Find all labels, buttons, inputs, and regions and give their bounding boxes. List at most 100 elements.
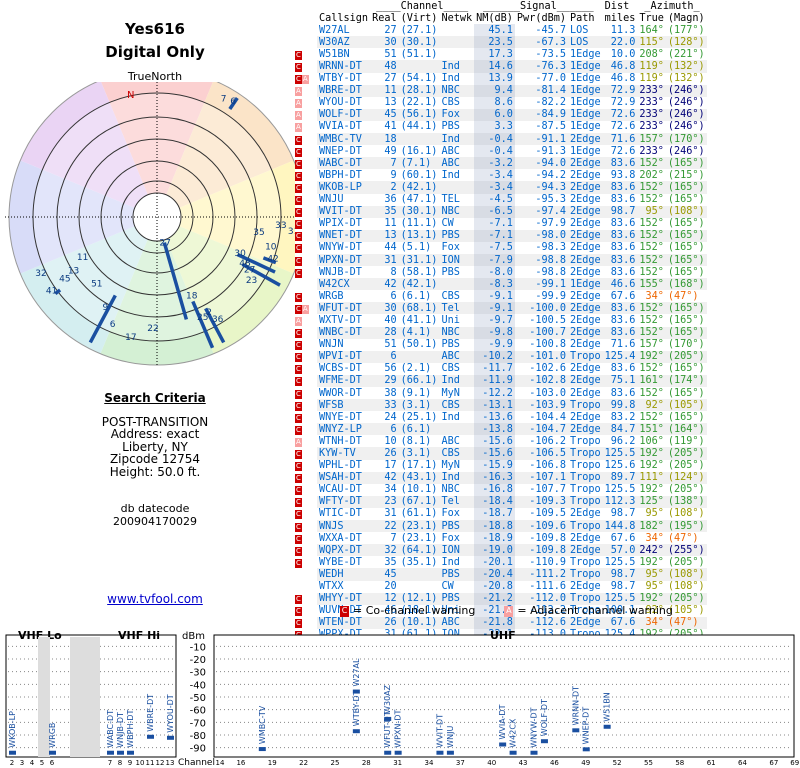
co-channel-badge: C [295, 75, 302, 85]
polar-label: 2 [206, 308, 212, 318]
azimuth-magn: (132°) [667, 61, 705, 73]
virtual-channel: (10.1) [400, 484, 438, 496]
path: 2Edge [570, 327, 601, 339]
real-channel: 6 [390, 290, 397, 302]
x-tick: 16 [236, 759, 245, 767]
miles: 46.8 [610, 73, 636, 85]
path: Tropo [570, 496, 601, 508]
table-row: C WWOR-DT 38 (9.1) MyN -12.2 -103.0 2Edge 83.6 15… [295, 387, 707, 400]
col-real: Real [372, 13, 397, 25]
network: Fox [441, 508, 460, 520]
real-channel: 26 [384, 617, 397, 629]
path: 1Edge [570, 109, 601, 121]
table-row: C WNJN 51 (50.1) PBS -9.9 -100.8 2Edge 71.6 157°(… [295, 338, 707, 351]
station-label: WRGB [48, 723, 57, 748]
power-dbm: -67.3 [535, 36, 566, 48]
table-row: C WABC-DT 7 (7.1) ABC -3.2 -94.0 2Edge 83.6 152°(… [295, 157, 707, 170]
network: CBS [441, 448, 460, 460]
azimuth-magn: (108°) [667, 568, 705, 580]
network: PBS [441, 121, 460, 133]
power-dbm: -77.0 [535, 73, 566, 85]
noise-margin: 9.4 [474, 84, 515, 97]
station-marker [384, 716, 392, 721]
warning-cell: C [295, 326, 317, 339]
power-dbm: -94.0 [535, 157, 566, 169]
callsign: WNBC-DT [319, 327, 362, 339]
azimuth-true: 152° [639, 254, 664, 266]
network: Fox [441, 109, 460, 121]
noise-margin: -16.8 [474, 483, 515, 496]
noise-margin: -15.6 [474, 435, 515, 448]
power-dbm: -100.7 [529, 327, 566, 339]
virtual-channel: (22.1) [400, 97, 438, 109]
virtual-channel: (68.1) [400, 302, 438, 314]
real-channel: 30 [384, 302, 397, 314]
table-row: A WVIA-DT 41 (44.1) PBS 3.3 -87.5 1Edge 72.6 233°… [295, 120, 707, 134]
station-label: WBPH-DT [126, 709, 135, 747]
power-dbm: -109.8 [529, 544, 566, 556]
tvfool-link[interactable]: www.tvfool.com [107, 592, 203, 606]
panel-title-uhf: UHF [490, 629, 516, 642]
noise-margin: -7.5 [474, 241, 515, 254]
miles: 125.4 [604, 351, 636, 363]
station-label: WKOB-LP [8, 711, 17, 748]
co-channel-badge: C [295, 183, 302, 193]
power-dbm: -100.8 [529, 339, 566, 351]
y-tick: -40 [190, 680, 206, 691]
real-channel: 7 [390, 532, 397, 544]
table-row: C WPIX-DT 11 (11.1) CW -7.1 -97.9 2Edge 83.6 152°… [295, 217, 707, 230]
azimuth-true: 119° [639, 73, 664, 85]
real-channel: 18 [384, 133, 397, 145]
polar-label: 13 [68, 266, 79, 276]
warning-cell: C [295, 495, 317, 508]
miles: 99.8 [610, 399, 636, 411]
callsign: WYBE-DT [319, 556, 362, 568]
warning-cell: C [295, 253, 317, 267]
station-marker [352, 689, 360, 694]
polar-label: 25 [197, 313, 208, 323]
wedge [20, 217, 158, 354]
warning-cell: C [295, 48, 317, 61]
station-label: WYOU-DT [166, 694, 175, 733]
x-tick: 2 [10, 759, 14, 767]
callsign: WFSB [319, 399, 344, 411]
callsign: W51BN [319, 48, 350, 60]
power-dbm: -95.3 [535, 194, 566, 206]
azimuth-true: 182° [639, 520, 664, 532]
adjacent-badge: A [295, 437, 302, 447]
path: 2Edge [570, 206, 601, 218]
criteria-line: Height: 50.0 ft. [109, 464, 201, 479]
table-row: C WFME-DT 29 (66.1) Ind -11.9 -102.8 2Edge 75.1 1… [295, 374, 707, 387]
path: 2Edge [570, 387, 601, 399]
co-channel-badge: C [295, 292, 302, 302]
power-dbm: -101.0 [529, 351, 566, 363]
network: MyN [441, 387, 460, 399]
miles: 72.6 [610, 145, 636, 157]
network: CBS [441, 363, 460, 375]
station-marker [436, 750, 444, 755]
path: 2Edge [570, 230, 601, 242]
path: 2Edge [570, 169, 601, 181]
callsign: WVIT-DT [319, 206, 362, 218]
polar-label: 22 [147, 324, 158, 334]
station-label: WBRE-DT [146, 694, 155, 732]
noise-margin: -3.4 [474, 181, 515, 194]
noise-margin: -19.0 [474, 544, 515, 557]
band-shade [38, 637, 50, 757]
path: 1Edge [570, 145, 601, 157]
noise-margin: -4.5 [474, 193, 515, 206]
real-channel: 22 [384, 520, 397, 532]
real-channel: 42 [384, 472, 397, 484]
callsign: WRGB [319, 290, 344, 302]
north-marker: N [127, 90, 134, 101]
path: LOS [570, 24, 589, 36]
callsign: WSAH-DT [319, 472, 362, 484]
warning-cell: C [295, 556, 317, 569]
co-channel-badge: C [295, 268, 302, 278]
virtual-channel: (6.1) [400, 290, 432, 302]
polar-label: 31 [288, 227, 299, 237]
azimuth-true: 152° [639, 387, 664, 399]
network: Ind [441, 411, 460, 423]
polar-label: 36 [212, 315, 224, 325]
